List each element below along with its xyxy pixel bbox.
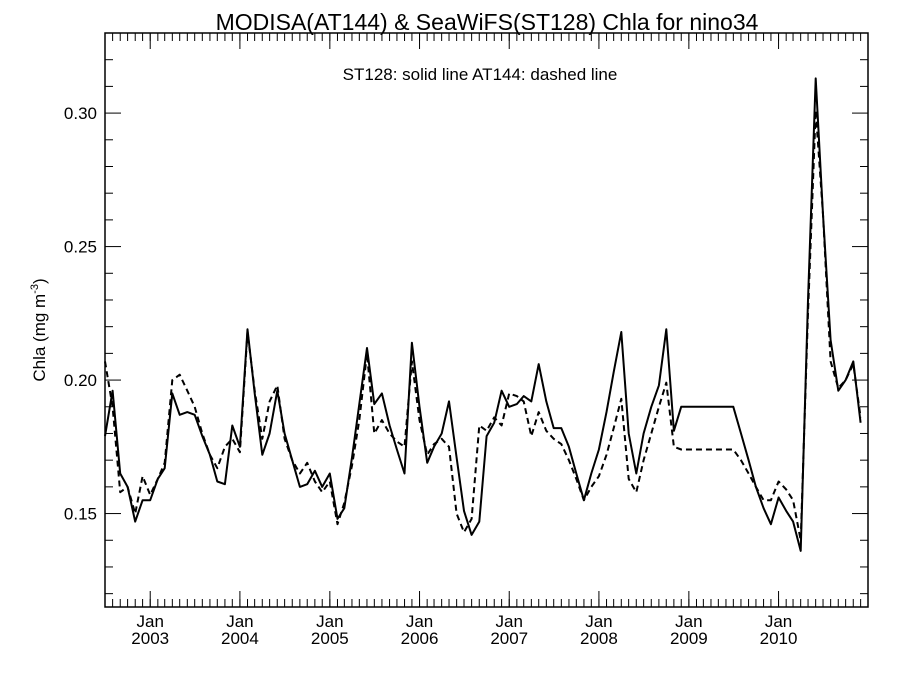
y-axis-title-exponent: -3 (29, 284, 41, 294)
x-tick-month-label: Jan (765, 612, 792, 631)
line-style-annotation: ST128: solid line AT144: dashed line (343, 65, 618, 84)
x-tick-month-label: Jan (675, 612, 702, 631)
series-line-st128 (104, 77, 862, 552)
x-tick-year-label: 2009 (670, 629, 708, 648)
x-tick-month-label: Jan (406, 612, 433, 631)
x-tick-year-label: 2004 (221, 629, 259, 648)
y-tick-label: 0.20 (64, 371, 97, 390)
axis-ticks (104, 33, 868, 607)
x-tick-year-label: 2010 (760, 629, 798, 648)
chart-title: MODISA(AT144) & SeaWiFS(ST128) Chla for … (216, 9, 759, 35)
y-tick-labels: 0.15 0.20 0.25 0.30 (64, 104, 97, 523)
x-tick-month-label: Jan (137, 612, 164, 631)
x-tick-month-label: Jan (585, 612, 612, 631)
x-tick-month-label: Jan (496, 612, 523, 631)
series-line-at144 (104, 109, 862, 542)
x-tick-year-label: 2007 (490, 629, 528, 648)
y-axis-title: Chla (mg m-3) (29, 278, 49, 381)
x-tick-year-label: 2006 (401, 629, 439, 648)
x-tick-year-label: 2005 (311, 629, 349, 648)
y-tick-label: 0.15 (64, 505, 97, 524)
plot-frame (104, 32, 869, 608)
y-tick-label: 0.25 (64, 238, 97, 257)
x-tick-month-label: Jan (316, 612, 343, 631)
x-tick-labels: Jan2003Jan2004Jan2005Jan2006Jan2007Jan20… (131, 612, 797, 648)
y-tick-label: 0.30 (64, 104, 97, 123)
series-lines (104, 77, 862, 552)
x-tick-year-label: 2008 (580, 629, 618, 648)
y-axis-title-close: ) (30, 278, 49, 284)
y-axis-title-text: Chla (mg m (30, 294, 49, 382)
x-tick-year-label: 2003 (131, 629, 169, 648)
x-tick-month-label: Jan (226, 612, 253, 631)
svg-text:Chla (mg m-3): Chla (mg m-3) (29, 278, 49, 381)
